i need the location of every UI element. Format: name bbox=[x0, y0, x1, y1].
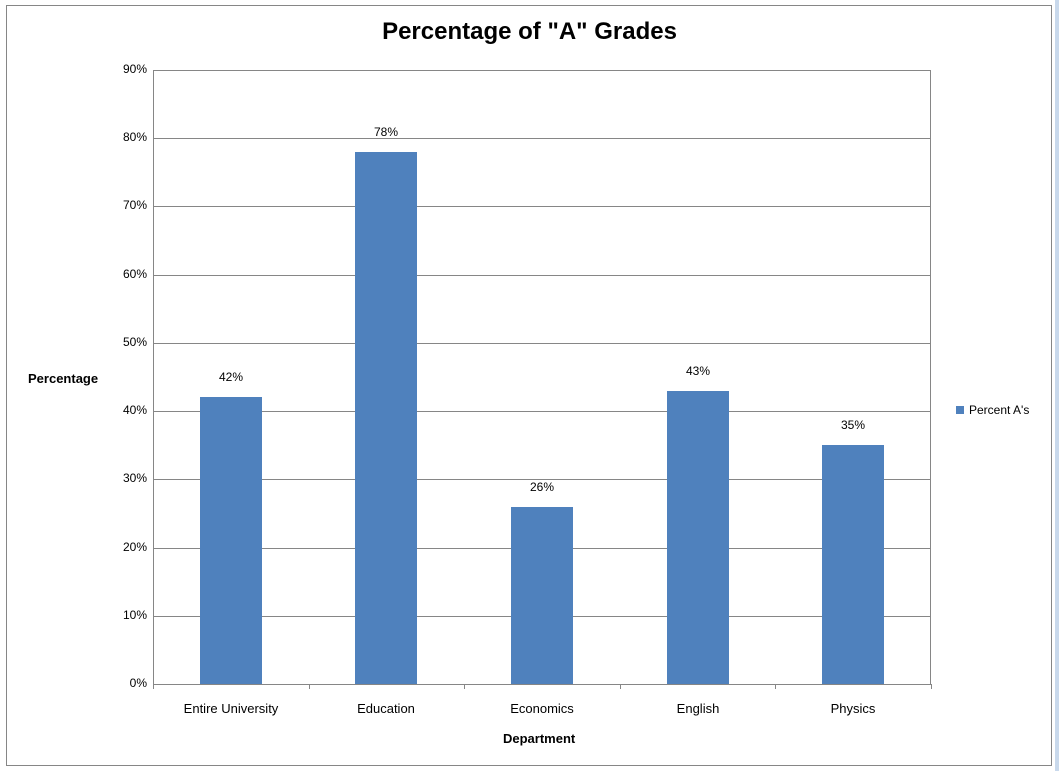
x-tick-mark bbox=[464, 684, 465, 689]
plot-right-border bbox=[930, 70, 931, 684]
x-axis-title: Department bbox=[503, 731, 576, 746]
x-category-label: Education bbox=[357, 701, 415, 716]
gridline bbox=[153, 343, 931, 344]
window-edge bbox=[1055, 0, 1059, 771]
bar bbox=[822, 445, 884, 684]
x-category-label: English bbox=[676, 701, 720, 716]
gridline bbox=[153, 70, 931, 71]
x-category-label: Economics bbox=[510, 701, 574, 716]
data-label: 35% bbox=[840, 418, 866, 432]
y-tick-label: 80% bbox=[122, 130, 147, 144]
bar bbox=[200, 397, 262, 684]
y-axis-title: Percentage bbox=[28, 371, 99, 386]
x-tick-mark bbox=[153, 684, 154, 689]
bar bbox=[355, 152, 417, 684]
data-label: 78% bbox=[373, 125, 399, 139]
legend-swatch-icon bbox=[956, 406, 964, 414]
x-category-label: Entire University bbox=[183, 701, 279, 716]
y-tick-label: 40% bbox=[122, 403, 147, 417]
gridline bbox=[153, 275, 931, 276]
y-tick-label: 60% bbox=[122, 267, 147, 281]
legend-label: Percent A's bbox=[969, 403, 1030, 417]
y-tick-label: 0% bbox=[129, 676, 147, 690]
x-tick-mark bbox=[620, 684, 621, 689]
x-tick-mark bbox=[931, 684, 932, 689]
y-tick-label: 20% bbox=[122, 540, 147, 554]
chart-title: Percentage of "A" Grades bbox=[382, 18, 677, 45]
data-label: 42% bbox=[218, 370, 244, 384]
gridline bbox=[153, 206, 931, 207]
y-tick-label: 10% bbox=[122, 608, 147, 622]
bar bbox=[667, 391, 729, 684]
gridline bbox=[153, 684, 931, 685]
y-tick-label: 90% bbox=[122, 62, 147, 76]
bar bbox=[511, 507, 573, 684]
y-tick-label: 50% bbox=[122, 335, 147, 349]
y-tick-label: 70% bbox=[122, 198, 147, 212]
y-tick-label: 30% bbox=[122, 471, 147, 485]
y-axis-line bbox=[153, 70, 154, 684]
x-tick-mark bbox=[775, 684, 776, 689]
gridline bbox=[153, 138, 931, 139]
legend: Percent A's bbox=[956, 403, 1029, 417]
gridline bbox=[153, 479, 931, 480]
data-label: 43% bbox=[685, 364, 711, 378]
x-tick-mark bbox=[309, 684, 310, 689]
gridline bbox=[153, 411, 931, 412]
x-category-label: Physics bbox=[830, 701, 876, 716]
data-label: 26% bbox=[529, 480, 555, 494]
plot-area: 42% 78% 26% 43% 35% bbox=[153, 70, 932, 689]
